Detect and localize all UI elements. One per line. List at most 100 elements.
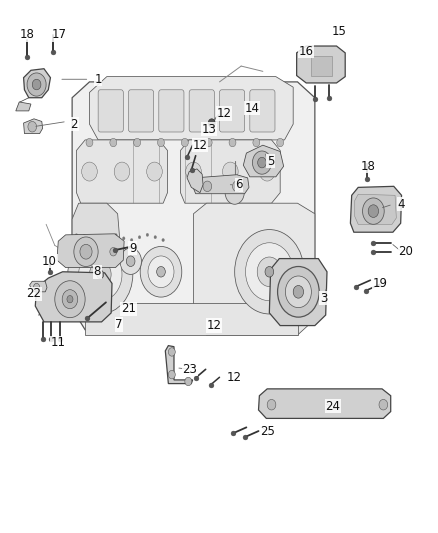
FancyBboxPatch shape [219,90,244,132]
Polygon shape [187,169,202,192]
Polygon shape [24,119,42,134]
FancyBboxPatch shape [98,90,123,132]
Polygon shape [165,345,192,384]
Circle shape [252,151,271,174]
Circle shape [75,233,78,237]
Polygon shape [30,281,47,292]
Circle shape [245,243,293,301]
Circle shape [122,237,125,240]
Polygon shape [243,145,283,177]
Circle shape [120,248,141,274]
Circle shape [378,399,387,410]
Circle shape [367,205,378,217]
Circle shape [134,139,140,147]
Text: 23: 23 [182,363,197,376]
Circle shape [265,266,273,277]
Text: 20: 20 [398,245,413,258]
Circle shape [138,236,141,239]
Text: 16: 16 [298,45,313,58]
Text: 4: 4 [397,198,404,211]
Circle shape [67,235,133,314]
Text: 2: 2 [71,118,78,131]
Text: 19: 19 [371,277,386,290]
FancyBboxPatch shape [128,90,153,132]
Text: 22: 22 [26,287,42,301]
Polygon shape [258,389,390,418]
Circle shape [252,139,259,147]
Circle shape [86,139,93,147]
Polygon shape [57,234,124,268]
Text: 8: 8 [93,265,101,278]
Circle shape [114,162,130,181]
Circle shape [67,295,73,303]
Polygon shape [180,140,279,203]
Circle shape [27,73,46,96]
Circle shape [181,139,188,147]
Circle shape [156,266,165,277]
Text: 12: 12 [192,139,207,152]
Circle shape [208,119,215,127]
Circle shape [32,79,41,90]
Polygon shape [350,187,401,232]
Circle shape [91,238,93,241]
Polygon shape [192,175,248,193]
Circle shape [154,236,156,239]
Circle shape [28,122,36,132]
Circle shape [222,162,237,181]
Circle shape [168,348,175,356]
Polygon shape [193,203,314,335]
Circle shape [184,377,191,386]
Circle shape [234,230,304,314]
Polygon shape [16,102,31,111]
Text: 15: 15 [331,25,345,38]
Circle shape [110,139,117,147]
Circle shape [97,270,103,279]
Circle shape [140,246,181,297]
Text: 18: 18 [360,160,374,173]
Circle shape [62,290,78,309]
Circle shape [259,162,274,181]
Text: 12: 12 [206,319,221,332]
Text: 9: 9 [129,241,136,255]
FancyBboxPatch shape [249,90,274,132]
Circle shape [277,266,318,317]
Circle shape [146,233,148,237]
Circle shape [229,139,236,147]
Text: 25: 25 [260,425,275,438]
Circle shape [110,247,117,256]
Circle shape [78,248,122,301]
Circle shape [99,238,101,241]
Circle shape [157,139,164,147]
Circle shape [83,235,85,238]
Text: 21: 21 [121,302,136,315]
Text: 10: 10 [42,255,57,268]
Polygon shape [296,46,344,83]
Circle shape [293,286,303,298]
Circle shape [232,181,240,191]
Circle shape [89,261,111,288]
Circle shape [257,157,266,168]
Polygon shape [76,140,167,203]
Text: 18: 18 [19,28,34,41]
Circle shape [257,257,281,287]
Circle shape [55,281,85,318]
Circle shape [225,181,244,204]
Circle shape [33,284,39,291]
Circle shape [276,139,283,147]
Polygon shape [24,69,50,98]
Circle shape [114,233,117,237]
Circle shape [126,256,134,266]
Circle shape [80,244,92,259]
Circle shape [162,238,164,241]
Circle shape [185,162,201,181]
Circle shape [74,237,98,266]
Text: 14: 14 [244,102,259,115]
Circle shape [267,399,275,410]
Polygon shape [35,272,112,322]
Circle shape [362,198,383,224]
Text: 3: 3 [319,292,326,305]
Circle shape [168,370,175,379]
FancyBboxPatch shape [189,90,214,132]
Circle shape [202,181,211,191]
Text: 11: 11 [51,336,66,350]
